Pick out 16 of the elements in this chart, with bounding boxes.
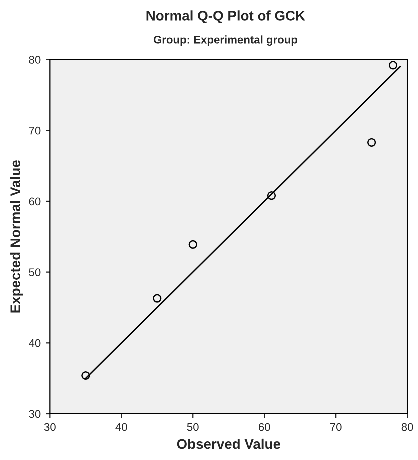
x-axis-title: Observed Value [177, 438, 280, 450]
x-tick-label: 40 [116, 423, 128, 432]
y-tick-label: 60 [29, 198, 41, 206]
y-tick-label: 70 [29, 126, 41, 135]
x-tick-label: 70 [330, 423, 342, 432]
chart-title: Normal Q-Q Plot of GCK [146, 10, 306, 24]
y-tick-label: 30 [29, 410, 41, 418]
y-tick-label: 50 [29, 268, 41, 276]
x-tick-label: 50 [187, 423, 199, 432]
y-axis-title: Expected Normal Value [10, 160, 24, 313]
chart-subtitle: Group: Experimental group [154, 36, 298, 46]
x-tick-label: 30 [44, 423, 56, 432]
x-tick-label: 60 [258, 423, 270, 432]
y-tick-label: 40 [29, 339, 41, 348]
x-tick-label: 80 [402, 423, 414, 432]
y-tick-label: 80 [29, 56, 41, 64]
